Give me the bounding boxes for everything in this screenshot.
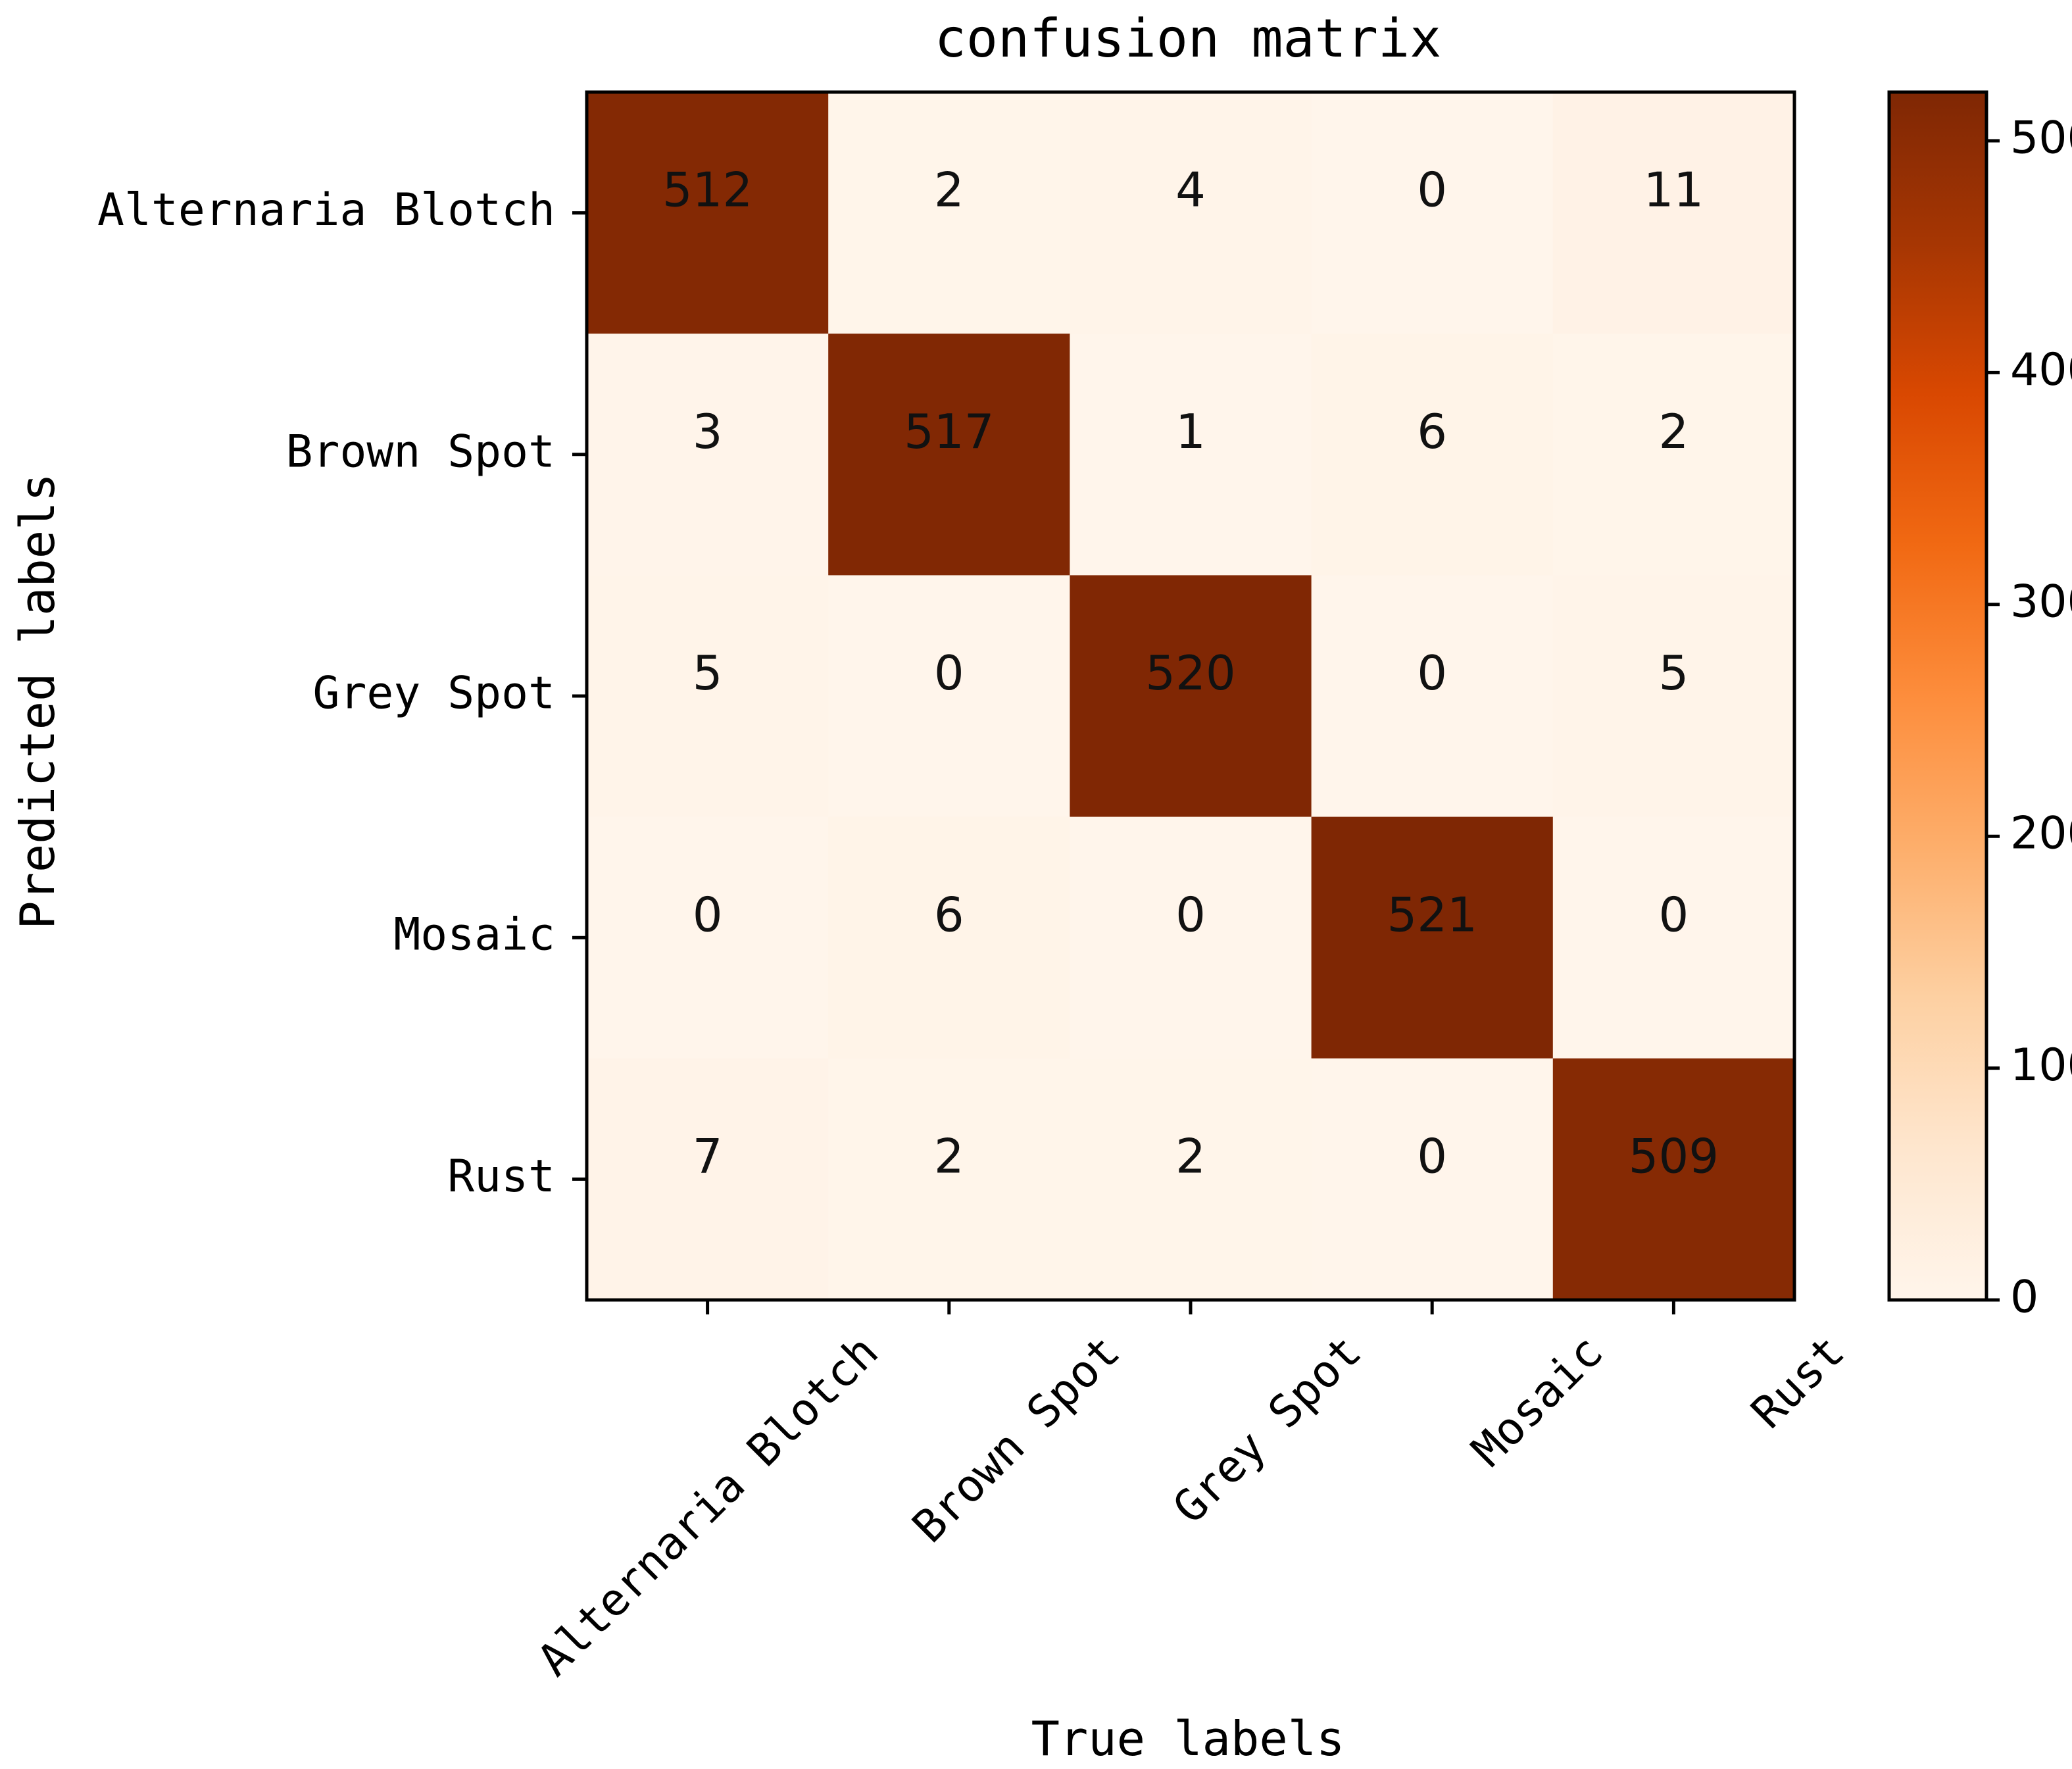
y-axis-label: Predicted labels xyxy=(10,473,65,930)
x-axis-label: True labels xyxy=(1031,1711,1345,1766)
heatmap-cell-r1-c4 xyxy=(1552,334,1795,576)
cell-value-r4-c4: 509 xyxy=(1629,1129,1719,1184)
colorbar-gradient xyxy=(1887,90,1988,1302)
heatmap-cell-r4-c1 xyxy=(828,1058,1070,1301)
heatmap-cell-r3-c3 xyxy=(1311,816,1554,1059)
x-tick-label-brown-spot: Brown Spot xyxy=(903,1326,1130,1553)
heatmap-cell-r1-c3 xyxy=(1311,334,1554,576)
colorbar-tick-label-200: 200 xyxy=(2010,808,2072,860)
colorbar-tick-label-300: 300 xyxy=(2010,576,2072,628)
chart-title: confusion matrix xyxy=(935,8,1442,69)
cell-value-r0-c3: 0 xyxy=(1417,162,1447,218)
heatmap-cell-r1-c2 xyxy=(1070,334,1312,576)
heatmap-cell-r4-c0 xyxy=(587,1058,829,1301)
heatmap-cell-r3-c2 xyxy=(1070,816,1312,1059)
cell-value-r0-c0: 512 xyxy=(662,162,752,218)
x-tick-label-alternaria-blotch: Alternaria Blotch xyxy=(528,1326,889,1686)
cell-value-r1-c3: 6 xyxy=(1417,404,1447,459)
cell-value-r3-c0: 0 xyxy=(693,887,723,942)
cell-value-r2-c3: 0 xyxy=(1417,645,1447,701)
cell-value-r4-c2: 2 xyxy=(1175,1129,1206,1184)
cell-value-r3-c1: 6 xyxy=(934,887,964,942)
x-axis-ticks: Alternaria Blotch Brown Spot Grey Spot Mosa… xyxy=(528,1300,1855,1686)
heatmap-cell-r0-c0 xyxy=(587,92,829,334)
colorbar-tick-label-0: 0 xyxy=(2010,1272,2038,1324)
cell-value-r0-c1: 2 xyxy=(934,162,964,218)
cell-value-r1-c2: 1 xyxy=(1175,404,1206,459)
heatmap-cell-r4-c2 xyxy=(1070,1058,1312,1301)
heatmap-cell-r0-c3 xyxy=(1311,92,1554,334)
heatmap-cell-r2-c1 xyxy=(828,575,1070,818)
heatmap-cell-r4-c4 xyxy=(1552,1058,1795,1301)
heatmap-cell-r3-c0 xyxy=(587,816,829,1059)
cell-value-r2-c0: 5 xyxy=(693,645,723,701)
heatmap-cell-labels: 512 2 4 0 11 3 517 1 6 2 5 0 520 0 5 0 6 0 521 0 7 2 2 0 509 xyxy=(662,162,1719,1184)
cell-value-r1-c4: 2 xyxy=(1658,404,1689,459)
y-tick-label-grey-spot: Grey Spot xyxy=(313,668,555,720)
cell-value-r2-c4: 5 xyxy=(1658,645,1689,701)
cell-value-r2-c2: 520 xyxy=(1145,645,1235,701)
heatmap-cell-r4-c3 xyxy=(1311,1058,1554,1301)
heatmap-cell-r3-c4 xyxy=(1552,816,1795,1059)
colorbar-tick-label-400: 400 xyxy=(2010,344,2072,396)
y-tick-label-mosaic: Mosaic xyxy=(393,909,555,961)
heatmap-cell-r2-c4 xyxy=(1552,575,1795,818)
x-tick-label-mosaic: Mosaic xyxy=(1462,1326,1614,1477)
x-tick-label-grey-spot: Grey Spot xyxy=(1164,1326,1371,1533)
cell-value-r3-c4: 0 xyxy=(1658,887,1689,942)
cell-value-r3-c2: 0 xyxy=(1175,887,1206,942)
y-tick-label-brown-spot: Brown Spot xyxy=(286,426,555,478)
x-tick-label-rust: Rust xyxy=(1742,1326,1855,1439)
colorbar-tick-label-100: 100 xyxy=(2010,1039,2072,1091)
cell-value-r2-c1: 0 xyxy=(934,645,964,701)
heatmap-cell-r0-c2 xyxy=(1070,92,1312,334)
heatmap-cell-r2-c0 xyxy=(587,575,829,818)
cell-value-r4-c1: 2 xyxy=(934,1129,964,1184)
heatmap-cell-r1-c1 xyxy=(828,334,1070,576)
heatmap-cell-r3-c1 xyxy=(828,816,1070,1059)
heatmap-cells xyxy=(587,92,1795,1301)
colorbar-tick-label-500: 500 xyxy=(2010,112,2072,164)
cell-value-r4-c0: 7 xyxy=(693,1129,723,1184)
heatmap-cell-r0-c4 xyxy=(1552,92,1795,334)
colorbar: 0 100 200 300 400 500 xyxy=(1887,90,2072,1324)
y-axis-ticks: Alternaria Blotch Brown Spot Grey Spot Mosa… xyxy=(97,184,587,1203)
heatmap-cell-r2-c2 xyxy=(1070,575,1312,818)
y-tick-label-alternaria-blotch: Alternaria Blotch xyxy=(97,184,555,236)
cell-value-r1-c1: 517 xyxy=(904,404,994,459)
y-tick-label-rust: Rust xyxy=(447,1151,555,1203)
cell-value-r3-c3: 521 xyxy=(1387,887,1477,942)
heatmap-cell-r0-c1 xyxy=(828,92,1070,334)
cell-value-r1-c0: 3 xyxy=(693,404,723,459)
cell-value-r0-c2: 4 xyxy=(1175,162,1206,218)
cell-value-r4-c3: 0 xyxy=(1417,1129,1447,1184)
heatmap-cell-r1-c0 xyxy=(587,334,829,576)
cell-value-r0-c4: 11 xyxy=(1644,162,1704,218)
heatmap-cell-r2-c3 xyxy=(1311,575,1554,818)
